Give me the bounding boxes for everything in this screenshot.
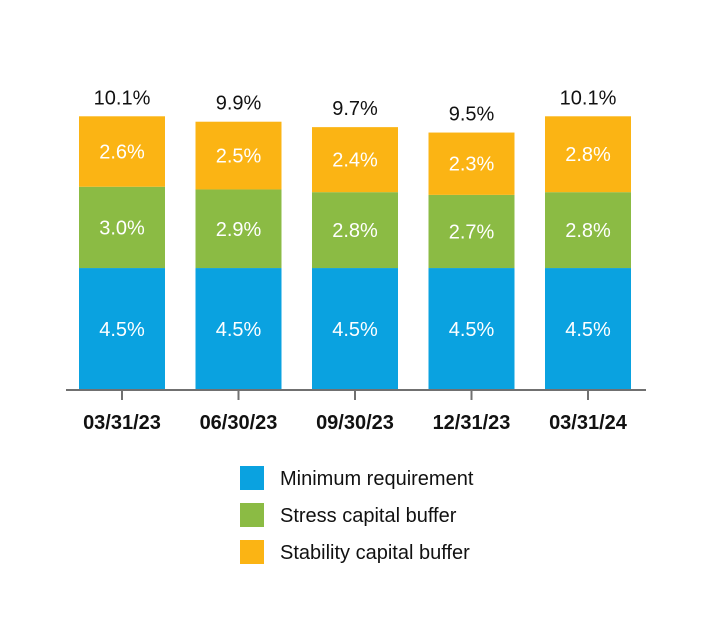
x-tick-label: 03/31/23 [83,412,161,434]
x-tick-label: 12/31/23 [433,412,511,434]
x-axis-ticks: 03/31/23 06/30/23 09/30/23 12/31/23 03/31/24 [83,390,628,434]
legend-swatch [240,503,264,527]
bar-segment [428,194,515,269]
legend-label: Minimum requirement [280,468,474,490]
segment-value-label: 2.4% [332,150,378,172]
x-tick-label: 03/31/24 [549,412,628,434]
segment-value-label: 4.5% [332,319,378,341]
segment-value-label: 4.5% [565,319,611,341]
total-value-label: 9.5% [449,104,495,126]
total-value-label: 10.1% [94,87,151,109]
segment-value-label: 2.8% [332,220,378,242]
bar-segment [195,189,282,269]
legend-swatch [240,466,264,490]
segment-value-label: 2.5% [216,146,262,168]
bar-segment [312,127,398,193]
bar-segment [195,268,282,390]
segment-value-label: 2.8% [565,144,611,166]
x-tick-label: 06/30/23 [200,412,278,434]
bar-segment [312,268,398,390]
segment-value-label: 2.9% [216,219,262,241]
bars-layer: 4.5% 3.0% 2.6% 10.1% 4.5% 2.9% 2.5% 9.9% 4.5% 2.8… [79,87,631,390]
segment-value-label: 2.6% [99,142,145,164]
bar-segment [428,268,515,390]
segment-value-label: 3.0% [99,217,145,239]
total-value-label: 10.1% [560,87,617,109]
bar-segment [79,116,165,187]
bar-segment [545,268,631,390]
segment-value-label: 2.8% [565,220,611,242]
segment-value-label: 4.5% [99,319,145,341]
legend-label: Stress capital buffer [280,505,457,527]
total-value-label: 9.7% [332,98,378,120]
segment-value-label: 4.5% [449,319,495,341]
bar-segment [195,121,282,190]
bar-segment [428,132,515,195]
legend-label: Stability capital buffer [280,542,470,564]
segment-value-label: 2.3% [449,154,495,176]
legend-swatch [240,540,264,564]
total-value-label: 9.9% [216,93,262,115]
bar-segment [79,186,165,269]
x-tick-label: 09/30/23 [316,412,394,434]
segment-value-label: 4.5% [216,319,262,341]
legend: Minimum requirement Stress capital buffer… [240,466,474,564]
segment-value-label: 2.7% [449,221,495,243]
bar-segment [545,116,631,193]
bar-segment [545,192,631,269]
bar-segment [79,268,165,390]
bar-segment [312,192,398,269]
